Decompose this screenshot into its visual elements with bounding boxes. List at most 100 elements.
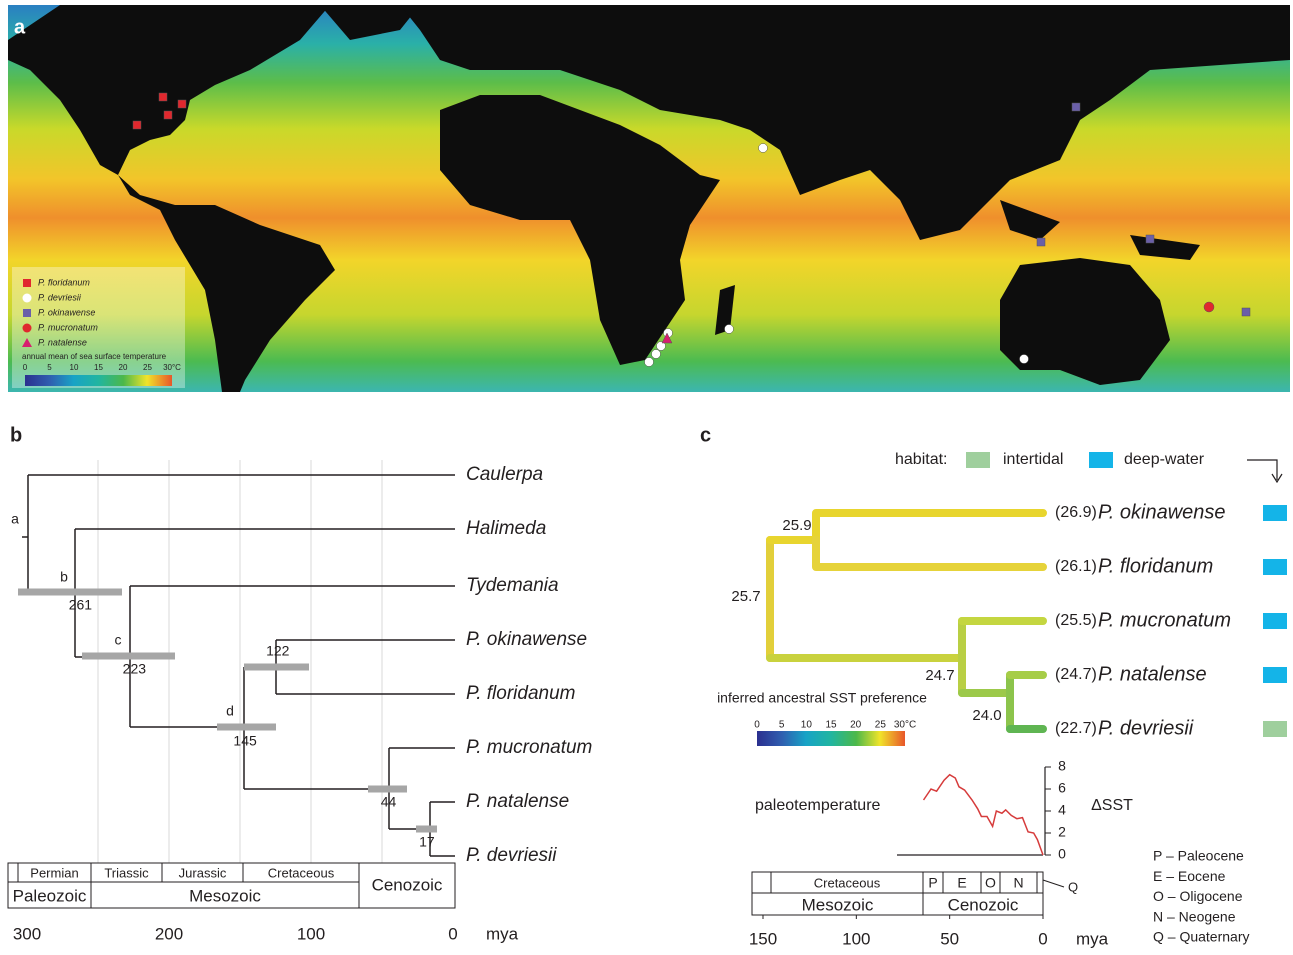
tip-sst: (24.7) bbox=[1055, 666, 1097, 683]
node-age: 145 bbox=[233, 733, 257, 749]
taxon-label: P. devriesii bbox=[466, 845, 557, 866]
age-error-bar bbox=[368, 786, 407, 793]
colorbar-tick-label: 5 bbox=[47, 363, 52, 372]
era-label: Mesozoic bbox=[189, 886, 261, 905]
age-error-bar bbox=[82, 653, 175, 660]
period-key: P – Paleocene bbox=[1153, 848, 1244, 864]
taxon-label: P. okinawense bbox=[466, 629, 587, 650]
temperature-line bbox=[924, 775, 1043, 855]
arrow bbox=[1247, 460, 1282, 482]
q-label: Q bbox=[1068, 879, 1078, 894]
period-key: E – Eocene bbox=[1153, 868, 1226, 884]
taxon-label: P. natalense bbox=[466, 791, 569, 812]
period-label: Cretaceous bbox=[814, 875, 881, 890]
taxon-label: Caulerpa bbox=[466, 464, 543, 485]
colorbar-tick-label: 30°C bbox=[894, 720, 916, 731]
taxon-label: P. devriesii bbox=[1098, 717, 1194, 739]
node-sst: 25.7 bbox=[731, 588, 760, 605]
colorbar-tick-label: 15 bbox=[825, 720, 837, 731]
x-tick-label: 150 bbox=[749, 929, 777, 948]
taxon-label: P. floridanum bbox=[466, 683, 576, 704]
colorbar-tick-label: 25 bbox=[143, 363, 152, 372]
habitat-title: habitat: bbox=[895, 451, 947, 468]
taxon-label: P. mucronatum bbox=[1098, 609, 1231, 631]
habitat-marker bbox=[1263, 721, 1287, 737]
taxon-label: P. okinawense bbox=[1098, 501, 1226, 523]
era-label: Cenozoic bbox=[948, 895, 1019, 914]
era-label: Cenozoic bbox=[372, 875, 443, 894]
axis-unit: mya bbox=[1076, 929, 1109, 948]
colorbar-title-1: inferred ancestral SST preference bbox=[717, 690, 927, 706]
node-age: 122 bbox=[266, 643, 290, 659]
y-tick-label: 2 bbox=[1058, 824, 1066, 840]
period-label: O bbox=[985, 875, 996, 891]
x-tick-label: 0 bbox=[1038, 929, 1047, 948]
period-label: Cretaceous bbox=[268, 865, 335, 880]
page: a P. floridanum P. devriesii P. okinawense P… bbox=[0, 0, 1293, 950]
taxon-label: Halimeda bbox=[466, 518, 546, 539]
habitat-label: intertidal bbox=[1003, 451, 1063, 468]
node-letter: d bbox=[226, 703, 234, 719]
colorbar-tick-label: 20 bbox=[119, 363, 128, 372]
y-tick-label: 4 bbox=[1058, 802, 1066, 818]
period-label: P bbox=[928, 875, 937, 891]
leader bbox=[1043, 880, 1064, 887]
tip-sst: (25.5) bbox=[1055, 612, 1097, 629]
period-label: E bbox=[957, 875, 966, 891]
x-tick-label: 100 bbox=[842, 929, 870, 948]
period-label: Permian bbox=[30, 865, 78, 880]
colorbar-tick-label: 0 bbox=[754, 720, 760, 731]
panel-label: c bbox=[700, 424, 711, 446]
colorbar-tick-label: 20 bbox=[850, 720, 862, 731]
y-axis-label: ΔSST bbox=[1091, 797, 1133, 814]
node-age: 223 bbox=[123, 661, 147, 677]
x-tick-label: 50 bbox=[940, 929, 959, 948]
legend-label: P. mucronatum bbox=[38, 322, 98, 332]
period-label: Jurassic bbox=[179, 865, 227, 880]
figure: a P. floridanum P. devriesii P. okinawense P… bbox=[0, 0, 1293, 950]
taxon-label: Tydemania bbox=[466, 575, 559, 596]
node-letter: b bbox=[60, 569, 68, 585]
age-error-bar bbox=[18, 589, 122, 596]
tip-sst: (22.7) bbox=[1055, 720, 1097, 737]
tip-sst: (26.9) bbox=[1055, 504, 1097, 521]
chart-title: paleotemperature bbox=[755, 797, 881, 814]
age-error-bar bbox=[244, 664, 309, 671]
colorbar bbox=[757, 731, 905, 746]
habitat-label: deep-water bbox=[1124, 451, 1205, 468]
legend-label: P. floridanum bbox=[38, 277, 90, 287]
colorbar-tick-label: 30°C bbox=[163, 363, 181, 372]
map bbox=[8, 5, 1290, 392]
taxon-label: P. mucronatum bbox=[466, 737, 592, 758]
colorbar-tick-label: 0 bbox=[23, 363, 28, 372]
y-tick-label: 8 bbox=[1058, 758, 1066, 774]
x-tick-label: 100 bbox=[297, 924, 325, 943]
panel-label: a bbox=[14, 16, 26, 38]
node-age: 17 bbox=[419, 834, 435, 850]
period-label: N bbox=[1013, 875, 1023, 891]
legend-marker bbox=[23, 279, 31, 287]
y-tick-label: 0 bbox=[1058, 846, 1066, 862]
age-error-bar bbox=[217, 724, 276, 731]
habitat-swatch bbox=[966, 452, 990, 468]
taxon-label: P. floridanum bbox=[1098, 555, 1213, 577]
era-label: Paleozoic bbox=[13, 886, 87, 905]
branch bbox=[816, 540, 1043, 567]
legend-label: P. okinawense bbox=[38, 307, 95, 317]
period-key: O – Oligocene bbox=[1153, 888, 1243, 904]
colorbar-tick-label: 25 bbox=[875, 720, 887, 731]
tip-sst: (26.1) bbox=[1055, 558, 1097, 575]
x-tick-label: 300 bbox=[13, 924, 41, 943]
node-sst: 25.9 bbox=[782, 517, 811, 534]
colorbar-tick-label: 10 bbox=[70, 363, 79, 372]
node-age: 261 bbox=[69, 597, 93, 613]
habitat-marker bbox=[1263, 559, 1287, 575]
legend-label: P. natalense bbox=[38, 337, 87, 347]
panel-label: b bbox=[10, 424, 22, 446]
period-key: N – Neogene bbox=[1153, 908, 1236, 924]
legend-label: P. devriesii bbox=[38, 292, 82, 302]
node-age: 44 bbox=[381, 794, 397, 810]
era-label: Mesozoic bbox=[802, 895, 874, 914]
habitat-marker bbox=[1263, 505, 1287, 521]
legend-marker bbox=[23, 309, 31, 317]
